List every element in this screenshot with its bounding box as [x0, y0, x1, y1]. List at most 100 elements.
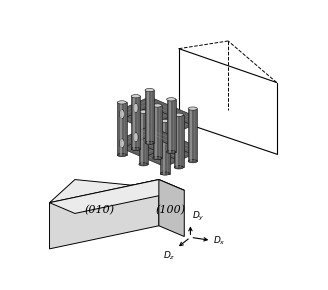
Polygon shape — [177, 145, 195, 160]
Polygon shape — [169, 107, 195, 124]
Polygon shape — [120, 104, 138, 118]
Ellipse shape — [160, 119, 170, 122]
Ellipse shape — [139, 110, 148, 113]
Ellipse shape — [145, 141, 154, 144]
Ellipse shape — [147, 126, 152, 136]
Ellipse shape — [153, 157, 162, 160]
Ellipse shape — [174, 113, 183, 116]
Ellipse shape — [177, 122, 180, 131]
Ellipse shape — [169, 136, 174, 145]
Polygon shape — [174, 115, 183, 167]
Ellipse shape — [156, 142, 159, 151]
Ellipse shape — [176, 122, 181, 131]
Polygon shape — [50, 180, 184, 203]
Ellipse shape — [119, 110, 124, 119]
Ellipse shape — [120, 139, 124, 148]
Polygon shape — [169, 136, 195, 154]
Polygon shape — [134, 97, 152, 112]
Polygon shape — [155, 142, 181, 160]
Polygon shape — [120, 139, 145, 157]
Ellipse shape — [169, 106, 174, 116]
Ellipse shape — [170, 106, 173, 116]
Polygon shape — [50, 180, 159, 249]
Ellipse shape — [133, 133, 138, 142]
Ellipse shape — [155, 142, 160, 151]
Polygon shape — [188, 108, 197, 161]
Ellipse shape — [188, 107, 197, 110]
Text: $D_z$: $D_z$ — [163, 250, 175, 262]
Ellipse shape — [176, 151, 181, 160]
Polygon shape — [134, 104, 159, 122]
Polygon shape — [155, 136, 173, 151]
Ellipse shape — [174, 166, 183, 169]
Ellipse shape — [163, 157, 168, 166]
Ellipse shape — [170, 136, 173, 145]
Ellipse shape — [117, 101, 127, 104]
Ellipse shape — [167, 151, 176, 154]
Ellipse shape — [134, 103, 137, 113]
Ellipse shape — [177, 151, 180, 160]
Ellipse shape — [170, 136, 173, 145]
Text: $D_x$: $D_x$ — [213, 234, 226, 246]
Polygon shape — [142, 119, 167, 137]
Polygon shape — [139, 112, 148, 164]
Ellipse shape — [131, 95, 140, 98]
Polygon shape — [177, 116, 195, 131]
Ellipse shape — [147, 97, 152, 106]
Ellipse shape — [163, 157, 167, 166]
Ellipse shape — [134, 133, 137, 142]
Ellipse shape — [148, 97, 151, 106]
Polygon shape — [155, 107, 173, 122]
Ellipse shape — [133, 103, 138, 113]
Ellipse shape — [153, 104, 162, 107]
Ellipse shape — [156, 113, 159, 122]
Ellipse shape — [142, 119, 145, 128]
Polygon shape — [142, 113, 159, 128]
Polygon shape — [120, 110, 145, 128]
Ellipse shape — [156, 113, 159, 122]
Ellipse shape — [148, 126, 151, 136]
Polygon shape — [142, 148, 167, 166]
Polygon shape — [134, 127, 152, 142]
Ellipse shape — [160, 172, 170, 175]
Ellipse shape — [170, 106, 173, 116]
Polygon shape — [163, 151, 181, 166]
Polygon shape — [120, 133, 138, 148]
Ellipse shape — [120, 110, 124, 119]
Polygon shape — [153, 106, 162, 158]
Ellipse shape — [156, 142, 159, 151]
Polygon shape — [145, 90, 154, 143]
Ellipse shape — [155, 142, 160, 151]
Polygon shape — [160, 121, 170, 173]
Ellipse shape — [163, 128, 167, 137]
Ellipse shape — [190, 145, 195, 154]
Ellipse shape — [139, 163, 148, 166]
Ellipse shape — [176, 151, 181, 160]
Polygon shape — [131, 96, 140, 149]
Ellipse shape — [167, 98, 176, 101]
Ellipse shape — [176, 122, 181, 131]
Ellipse shape — [141, 148, 146, 157]
Polygon shape — [155, 113, 181, 131]
Ellipse shape — [191, 145, 195, 154]
Polygon shape — [148, 127, 173, 144]
Text: (010): (010) — [85, 205, 114, 215]
Ellipse shape — [131, 147, 140, 151]
Polygon shape — [134, 133, 159, 151]
Polygon shape — [159, 180, 184, 237]
Polygon shape — [167, 99, 176, 152]
Ellipse shape — [191, 116, 195, 125]
Polygon shape — [163, 122, 181, 137]
Ellipse shape — [133, 133, 138, 142]
Ellipse shape — [145, 88, 154, 92]
Ellipse shape — [163, 128, 168, 137]
Polygon shape — [148, 97, 173, 115]
Ellipse shape — [190, 116, 195, 125]
Text: (100): (100) — [155, 205, 185, 215]
Text: $D_y$: $D_y$ — [192, 210, 205, 223]
Polygon shape — [117, 102, 127, 155]
Ellipse shape — [141, 119, 146, 128]
Ellipse shape — [142, 148, 145, 157]
Polygon shape — [50, 180, 184, 213]
Ellipse shape — [133, 103, 138, 113]
